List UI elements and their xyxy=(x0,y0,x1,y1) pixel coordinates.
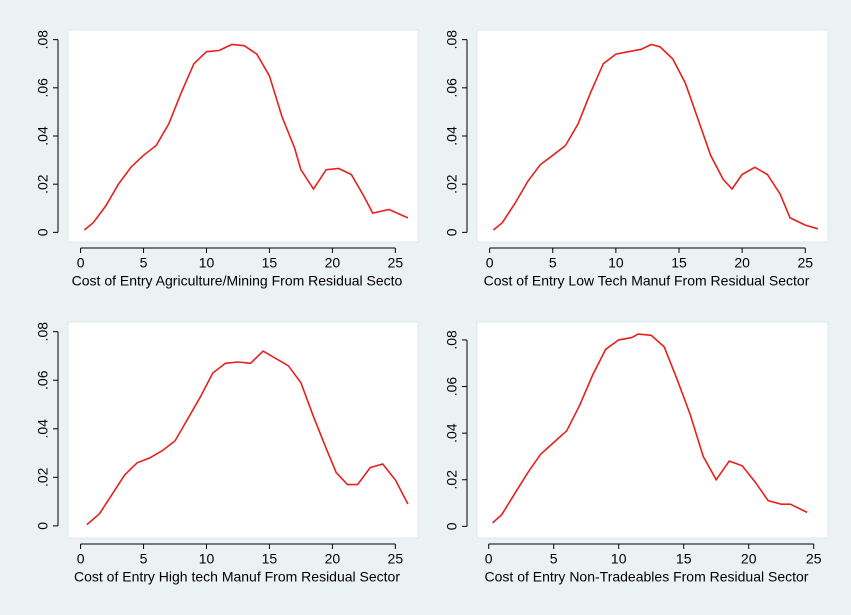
density-line xyxy=(492,333,808,524)
x-tick-label: 10 xyxy=(199,551,215,567)
x-axis-title: Cost of Entry Low Tech Manuf From Residu… xyxy=(484,273,810,289)
x-tick-label: 5 xyxy=(549,255,557,271)
y-tick-label: .06 xyxy=(35,370,51,390)
x-tick-label: 25 xyxy=(388,255,404,271)
y-tick-label: .08 xyxy=(35,30,51,50)
y-tick-label: .02 xyxy=(35,174,51,194)
x-axis-title: Cost of Entry High tech Manuf From Resid… xyxy=(74,569,400,585)
x-tick-label: 5 xyxy=(140,255,148,271)
x-tick-label: 0 xyxy=(77,551,85,567)
y-tick-label: 0 xyxy=(444,228,460,236)
y-tick-label: .06 xyxy=(444,377,460,397)
x-tick-label: 5 xyxy=(140,551,148,567)
x-tick-label: 15 xyxy=(262,551,278,567)
y-tick-label: 0 xyxy=(35,522,51,530)
y-tick-label: .02 xyxy=(444,174,460,194)
x-tick-label: 10 xyxy=(199,255,215,271)
density-line xyxy=(83,43,409,231)
x-tick-label: 10 xyxy=(608,255,624,271)
x-tick-label: 20 xyxy=(734,255,750,271)
y-tick-label: .04 xyxy=(35,419,51,439)
plot-area xyxy=(67,29,419,243)
x-tick-label: 20 xyxy=(325,551,341,567)
plot-area xyxy=(476,321,829,539)
y-tick-label: 0 xyxy=(35,228,51,236)
y-tick-label: .06 xyxy=(35,78,51,98)
x-tick-label: 25 xyxy=(806,551,822,567)
x-tick-label: 5 xyxy=(550,551,558,567)
y-tick-label: .02 xyxy=(444,470,460,490)
y-tick-label: .08 xyxy=(35,322,51,342)
density-line xyxy=(492,43,819,231)
x-tick-label: 0 xyxy=(485,551,493,567)
x-tick-label: 25 xyxy=(388,551,404,567)
x-tick-label: 15 xyxy=(262,255,278,271)
y-tick-label: .08 xyxy=(444,330,460,350)
x-tick-label: 25 xyxy=(797,255,813,271)
x-tick-label: 15 xyxy=(671,255,687,271)
x-tick-label: 20 xyxy=(741,551,757,567)
y-tick-label: .04 xyxy=(444,423,460,443)
plot-area xyxy=(67,321,419,539)
y-tick-label: .08 xyxy=(444,30,460,50)
x-tick-label: 0 xyxy=(77,255,85,271)
x-tick-label: 15 xyxy=(676,551,692,567)
y-tick-label: .04 xyxy=(35,126,51,146)
plot-area xyxy=(476,29,829,243)
y-tick-label: .02 xyxy=(35,467,51,487)
y-tick-label: 0 xyxy=(444,522,460,530)
x-tick-label: 20 xyxy=(325,255,341,271)
y-tick-label: .06 xyxy=(444,78,460,98)
x-tick-label: 0 xyxy=(486,255,494,271)
density-line xyxy=(86,350,409,526)
x-tick-label: 10 xyxy=(611,551,627,567)
y-tick-label: .04 xyxy=(444,126,460,146)
x-axis-title: Cost of Entry Non-Tradeables From Residu… xyxy=(485,569,809,585)
x-axis-title: Cost of Entry Agriculture/Mining From Re… xyxy=(72,273,403,289)
